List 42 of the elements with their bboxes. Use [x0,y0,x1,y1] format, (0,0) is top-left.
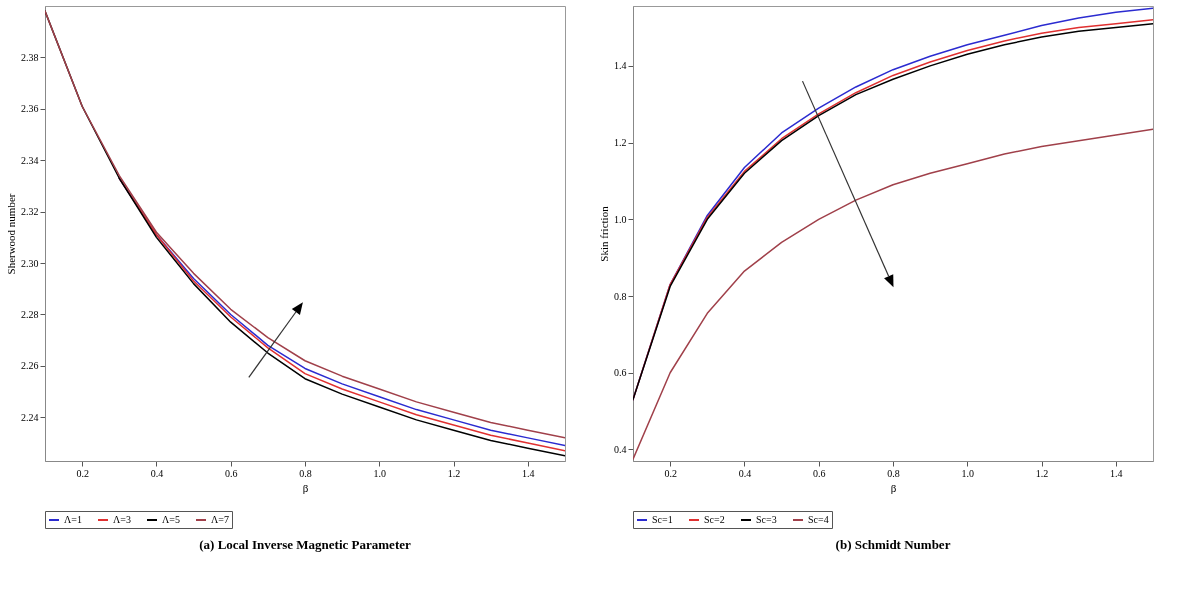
legend-label: Λ=7 [211,514,229,525]
x-tick-label: 1.0 [961,467,975,479]
legend-label: Sc=4 [808,514,829,525]
x-tick-label: 1.4 [1110,467,1123,479]
y-tick-label: 2.28 [21,308,39,320]
legend-label: Sc=3 [756,514,777,525]
x-tick-label: 0.2 [76,467,89,479]
y-tick-label: 2.36 [21,103,39,115]
x-tick-label: 0.8 [887,467,900,479]
y-tick-label: 2.38 [21,51,39,63]
y-tick-label: 0.4 [614,443,627,455]
y-tick-label: 2.32 [21,206,39,218]
text: (b) Schmidt Number [835,536,951,552]
x-tick-label: 0.6 [224,467,238,479]
y-tick-label: 2.26 [21,360,39,372]
y-tick-label: 1.0 [614,213,627,225]
x-tick-label: 0.6 [812,467,826,479]
x-axis-title: β [302,481,309,494]
y-tick-label: 2.24 [21,411,39,423]
text: (a) Local Inverse Magnetic Parameter [199,536,411,552]
legend-label: Λ=3 [113,514,131,525]
x-tick-label: 0.4 [150,467,164,479]
x-tick-label: 1.2 [447,467,461,479]
legend-label: Sc=2 [704,514,725,525]
y-tick-label: 2.30 [21,257,39,269]
x-tick-label: 1.4 [522,467,535,479]
y-tick-label: 0.6 [614,367,627,379]
x-tick-label: 1.2 [1035,467,1049,479]
x-tick-label: 0.4 [738,467,752,479]
legend-label: Λ=1 [64,514,82,525]
y-tick-label: 1.2 [614,137,627,149]
x-tick-label: 0.2 [664,467,677,479]
x-tick-label: 1.0 [373,467,387,479]
legend-label: Λ=5 [162,514,180,525]
legend-label: Sc=1 [652,514,673,525]
x-tick-label: 0.8 [299,467,312,479]
x-axis-title: β [890,481,897,494]
y-tick-label: 1.4 [614,60,627,72]
y-tick-label: 2.34 [21,154,39,166]
y-axis-title: Sherwood number [5,193,17,275]
y-axis-title: Skin friction [598,205,610,262]
y-tick-label: 0.8 [614,290,627,302]
